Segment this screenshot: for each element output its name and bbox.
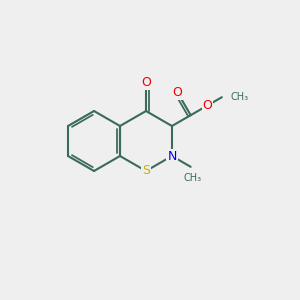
- Text: N: N: [167, 149, 177, 163]
- Text: CH₃: CH₃: [230, 92, 248, 102]
- Text: O: O: [202, 99, 212, 112]
- Text: S: S: [142, 164, 150, 178]
- Text: CH₃: CH₃: [183, 173, 201, 183]
- Text: O: O: [173, 86, 183, 99]
- Text: O: O: [141, 76, 151, 89]
